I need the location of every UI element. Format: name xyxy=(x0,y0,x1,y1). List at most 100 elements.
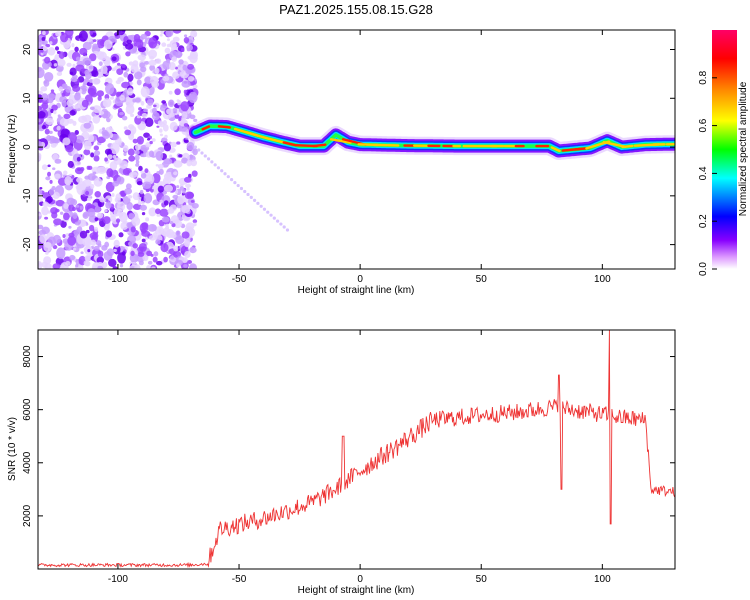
noise-point xyxy=(145,142,152,148)
noise-point xyxy=(74,167,84,175)
noise-point xyxy=(149,140,153,145)
noise-point xyxy=(175,235,185,245)
noise-point xyxy=(128,171,138,178)
noise-point xyxy=(138,260,144,266)
noise-point xyxy=(93,245,100,251)
colorbar-tick-label: 0.2 xyxy=(698,214,709,228)
noise-point xyxy=(67,235,77,246)
noise-point xyxy=(110,96,115,100)
noise-point xyxy=(140,101,145,106)
noise-point xyxy=(84,69,90,76)
noise-point xyxy=(127,195,133,199)
noise-point xyxy=(150,75,159,85)
faint-trace-point xyxy=(239,186,244,191)
noise-point xyxy=(181,111,188,120)
noise-point xyxy=(100,65,108,75)
noise-point xyxy=(71,43,75,48)
noise-point xyxy=(146,98,154,106)
ridge-peak xyxy=(282,141,297,147)
noise-point xyxy=(97,265,104,269)
noise-point xyxy=(59,117,70,127)
ridge-peak xyxy=(550,146,561,153)
noise-point xyxy=(118,232,124,238)
noise-point xyxy=(96,51,105,60)
noise-point xyxy=(170,141,177,148)
noise-point xyxy=(123,152,127,156)
faint-trace-point xyxy=(223,172,227,176)
noise-point xyxy=(73,78,78,82)
noise-point xyxy=(76,156,81,162)
noise-point xyxy=(157,185,165,193)
noise-point xyxy=(50,207,59,215)
noise-point xyxy=(138,242,147,252)
faint-trace-point xyxy=(213,163,217,167)
noise-point xyxy=(74,160,82,166)
noise-point xyxy=(43,72,54,82)
noise-point xyxy=(183,176,192,183)
bottom-y-axis-label: SNR (10 * v/v) xyxy=(7,417,18,481)
noise-point xyxy=(164,134,168,139)
noise-point xyxy=(158,168,164,175)
noise-point xyxy=(88,65,94,70)
noise-point xyxy=(43,79,50,87)
noise-point xyxy=(184,251,191,258)
noise-point xyxy=(169,231,177,239)
noise-point xyxy=(132,192,140,201)
colorbar-ticks: 0.0 0.2 0.4 0.6 0.8 xyxy=(698,70,717,276)
noise-point xyxy=(82,221,87,225)
noise-point xyxy=(104,241,110,248)
colorbar-tick-label: 0.6 xyxy=(698,118,709,132)
noise-point xyxy=(98,61,103,67)
faint-trace-point xyxy=(272,216,276,220)
noise-point xyxy=(129,264,139,269)
noise-point xyxy=(187,260,193,264)
noise-point xyxy=(132,243,138,249)
colorbar-tick-label: 0.4 xyxy=(698,166,709,180)
noise-point xyxy=(83,149,91,156)
noise-point xyxy=(187,63,195,70)
ridge-peak xyxy=(256,134,270,140)
noise-point xyxy=(173,171,178,176)
noise-point xyxy=(54,173,61,179)
noise-point xyxy=(57,58,66,67)
noise-point xyxy=(186,44,193,51)
y-tick-label: -20 xyxy=(22,237,33,252)
noise-scatter xyxy=(38,30,199,269)
noise-point xyxy=(74,130,79,135)
noise-point xyxy=(135,160,140,165)
noise-point xyxy=(166,108,174,115)
noise-point xyxy=(136,79,142,86)
noise-point xyxy=(55,31,62,37)
noise-point xyxy=(61,83,67,89)
noise-point xyxy=(50,89,55,93)
noise-point xyxy=(111,192,115,197)
noise-point xyxy=(163,143,172,152)
y-tick-label: 20 xyxy=(22,44,33,56)
noise-point xyxy=(134,149,140,155)
noise-point xyxy=(42,30,46,36)
noise-point xyxy=(38,224,44,230)
noise-point xyxy=(135,39,144,49)
noise-point xyxy=(141,211,146,216)
noise-point xyxy=(92,115,101,124)
noise-point xyxy=(169,206,173,210)
noise-point xyxy=(148,59,157,66)
noise-point xyxy=(164,47,171,54)
noise-point xyxy=(154,67,160,74)
noise-point xyxy=(186,141,195,151)
noise-point xyxy=(92,39,97,43)
noise-point xyxy=(54,46,60,51)
noise-point xyxy=(170,255,174,260)
noise-point xyxy=(160,30,164,34)
faint-trace-point xyxy=(253,198,257,202)
noise-point xyxy=(102,100,108,107)
noise-point xyxy=(49,179,53,184)
noise-point xyxy=(90,152,95,158)
noise-point xyxy=(172,107,178,114)
noise-point xyxy=(56,247,66,260)
noise-point xyxy=(38,111,46,119)
noise-point xyxy=(82,57,92,66)
noise-point xyxy=(87,134,95,143)
noise-point xyxy=(141,222,149,230)
